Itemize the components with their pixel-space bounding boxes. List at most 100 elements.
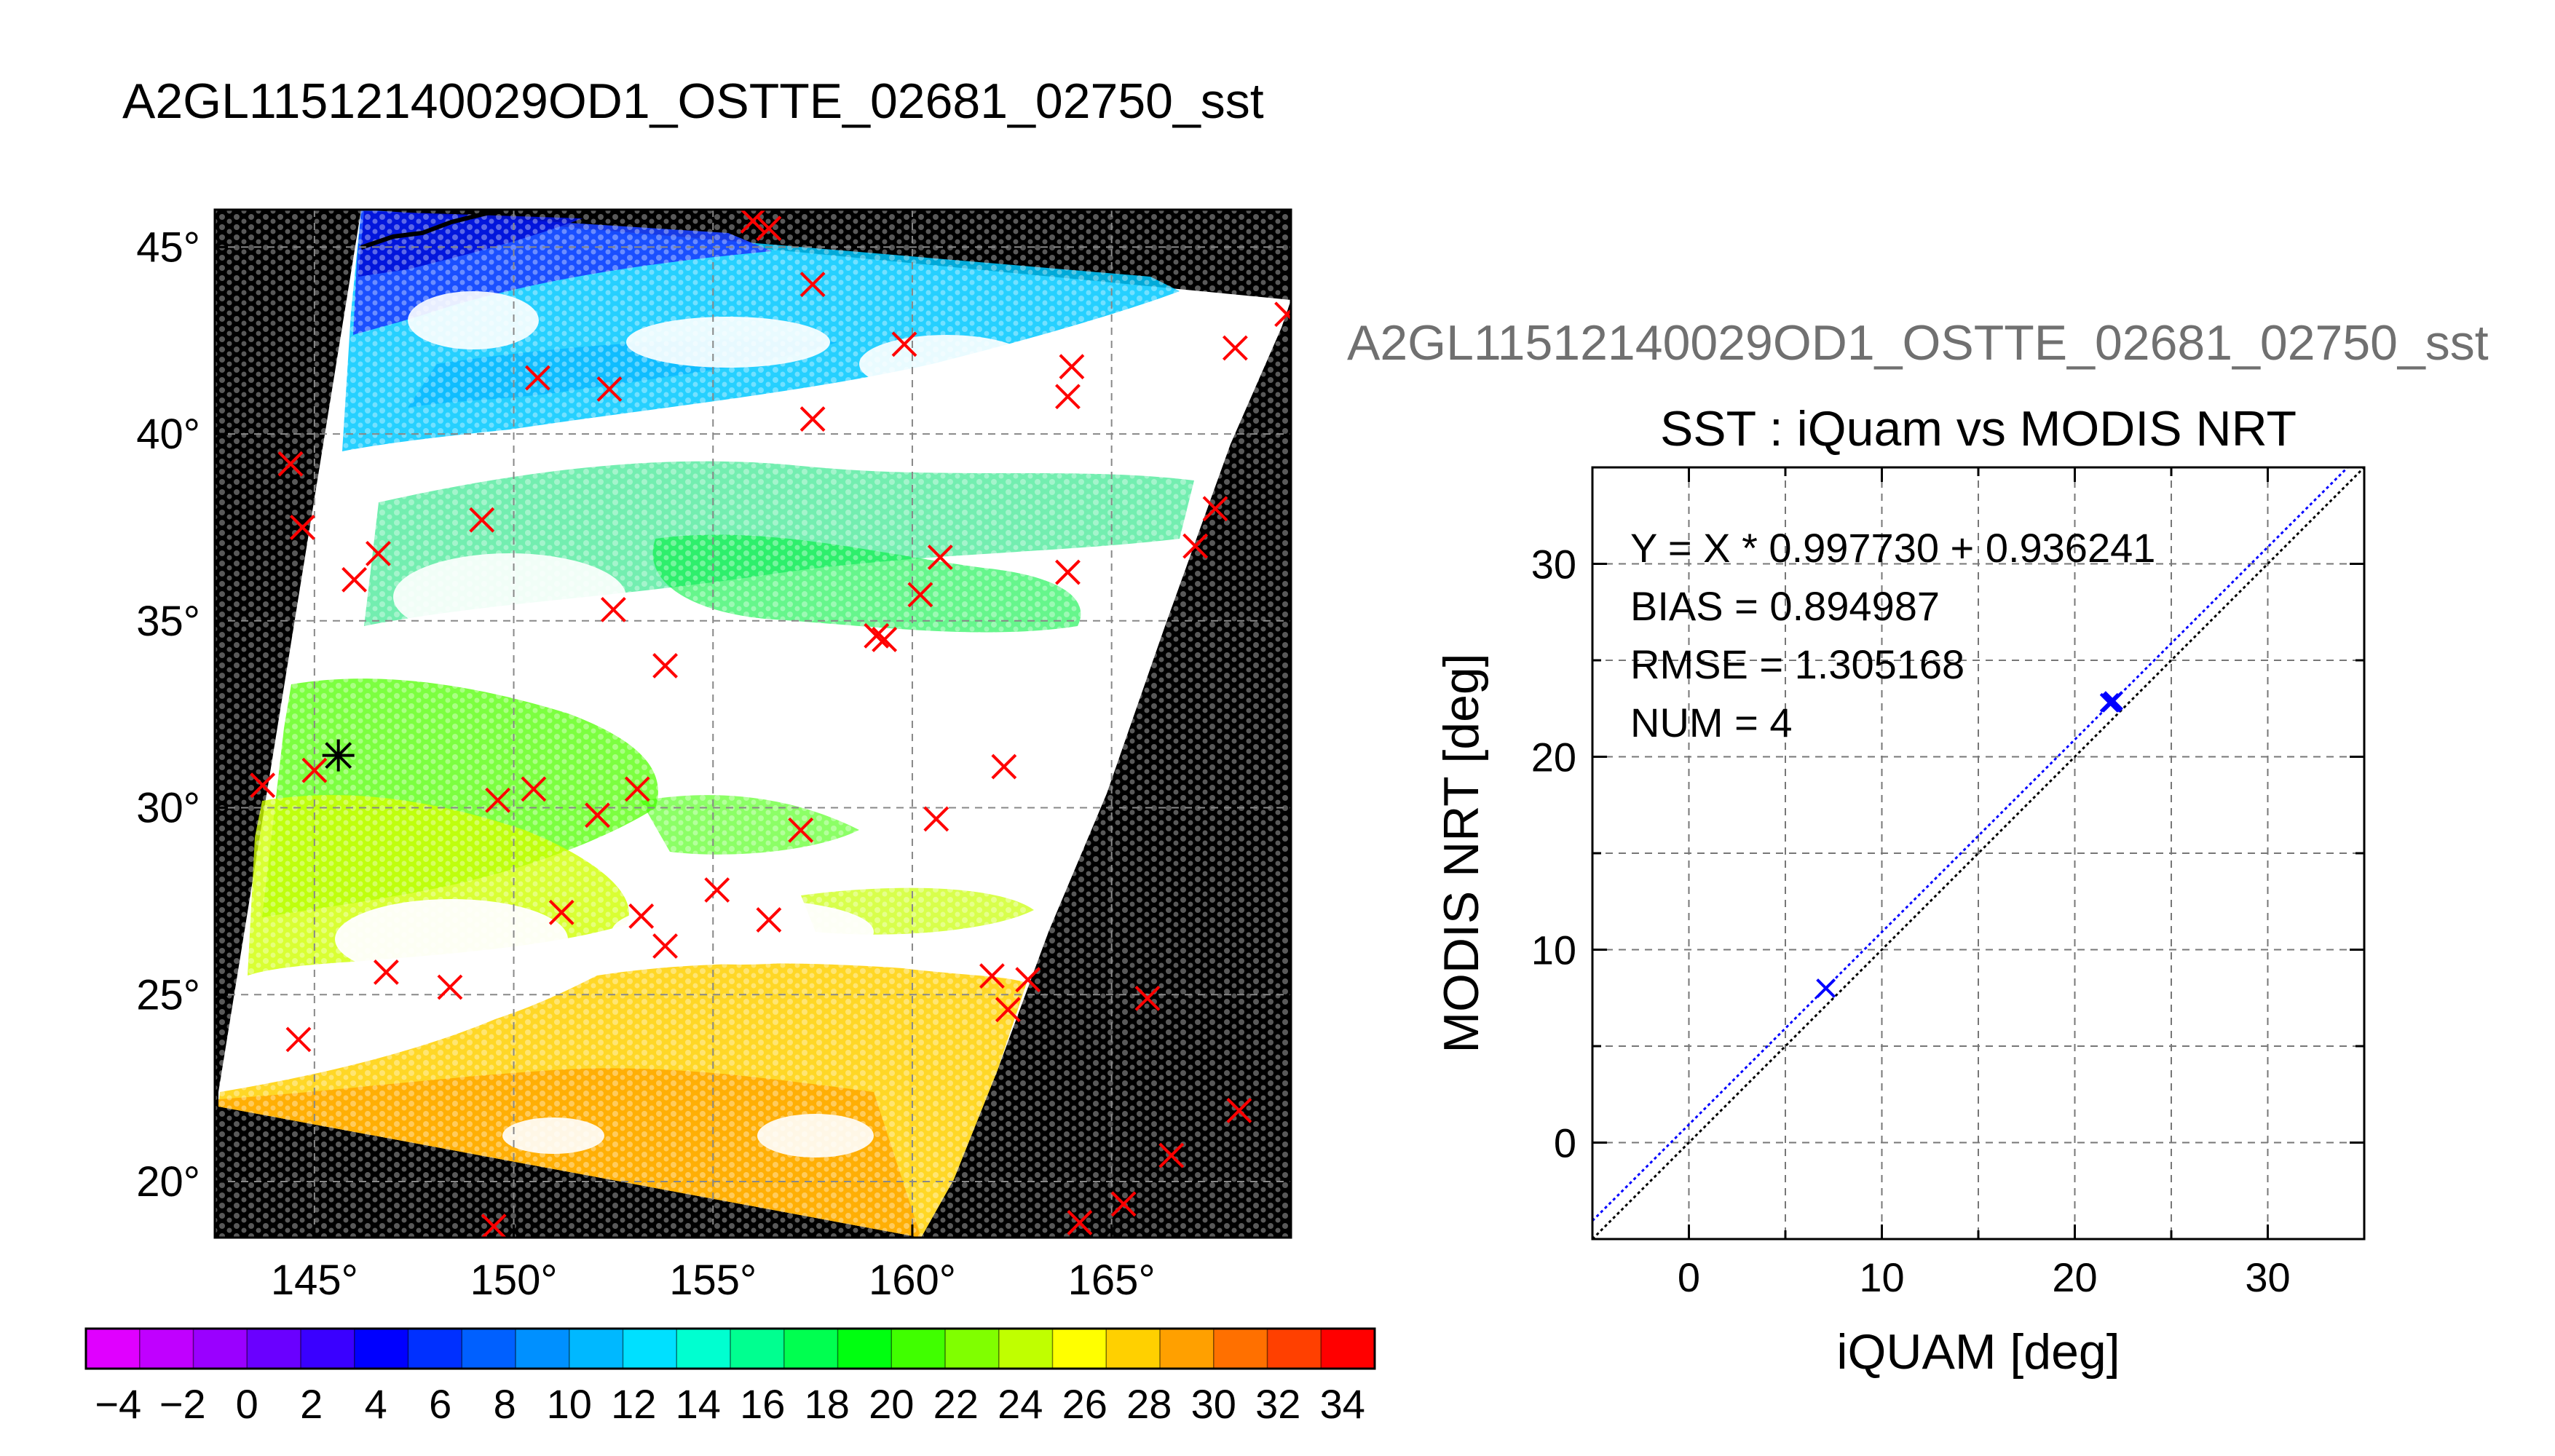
- map-marker-x: [799, 406, 826, 432]
- map-xtick-label: 160°: [869, 1257, 956, 1304]
- cloud-patch: [757, 1114, 874, 1158]
- colorbar-tick-label: −4: [95, 1381, 141, 1427]
- colorbar-tick-label: 28: [1126, 1381, 1172, 1427]
- map-marker-x-stroke: [1110, 1191, 1137, 1217]
- map-marker-x: [341, 566, 368, 593]
- scatter-xtick-label: 30: [2245, 1254, 2290, 1300]
- map-panel: 145° 150° 155° 160° 165° 20° 25° 30° 35° 40° 45°: [136, 208, 1292, 1304]
- map-marker-x-stroke: [285, 1026, 312, 1053]
- scatter-annotation: BIAS = 0.894987: [1630, 583, 1940, 629]
- colorbar-segment: [998, 1329, 1053, 1369]
- main-title: A2GL11512140029OD1_OSTTE_02681_02750_sst: [122, 74, 1264, 129]
- map-marker-x-stroke: [923, 806, 949, 832]
- map-marker-x: [991, 753, 1017, 780]
- map-marker-x: [1158, 1142, 1185, 1168]
- colorbar-tick-label: 8: [494, 1381, 516, 1427]
- colorbar-segment: [676, 1329, 731, 1369]
- colorbar-tick-label: 30: [1191, 1381, 1236, 1427]
- colorbar-segment: [139, 1329, 194, 1369]
- map-marker-x: [1226, 1098, 1252, 1123]
- map-marker-x: [1134, 985, 1161, 1011]
- colorbar-segment: [1160, 1329, 1215, 1369]
- map-marker-x: [1059, 354, 1085, 380]
- map-marker-x: [366, 540, 391, 566]
- map-marker-x: [524, 365, 550, 391]
- map-marker-x: [652, 933, 678, 959]
- map-marker-x-stroke: [799, 406, 826, 432]
- map-xtick-label: 150°: [470, 1257, 558, 1304]
- map-marker-x-stroke: [596, 376, 623, 402]
- map-marker-x-stroke: [740, 210, 766, 234]
- map-ytick-label: 30°: [136, 785, 200, 832]
- map-marker-x-stroke: [704, 877, 730, 903]
- scatter-point-stroke: [2104, 691, 2123, 711]
- map-marker-x-stroke: [1059, 354, 1085, 380]
- map-marker-x: [704, 877, 730, 903]
- colorbar-segment: [1106, 1329, 1161, 1369]
- map-marker-x-stroke: [799, 272, 826, 298]
- map-marker-x-stroke: [524, 365, 550, 391]
- scatter-annotations: Y = X * 0.997730 + 0.936241 BIAS = 0.8949…: [1630, 525, 2155, 745]
- colorbar-segment: [1213, 1329, 1268, 1369]
- map-xtick-label: 165°: [1068, 1257, 1156, 1304]
- scatter-xtick-label: 20: [2052, 1254, 2097, 1300]
- map-marker-x: [652, 653, 678, 678]
- map-marker-x-stroke: [1067, 1210, 1093, 1235]
- colorbar-frame: [84, 1327, 1376, 1370]
- cloud-patch: [408, 291, 539, 349]
- map-marker-x-stroke: [485, 787, 511, 813]
- colorbar-segment: [1052, 1329, 1107, 1369]
- map-marker-x: [596, 376, 623, 402]
- colorbar-segment: [516, 1329, 570, 1369]
- map-marker-x: [290, 515, 315, 540]
- map-marker-x: [756, 907, 782, 933]
- colorbar-tick-label: 4: [365, 1381, 387, 1427]
- cloud-patch: [335, 899, 568, 979]
- map-marker-x: [548, 899, 574, 925]
- colorbar-segment: [86, 1329, 141, 1369]
- map-marker-x-stroke: [600, 596, 626, 622]
- map-marker-x-stroke: [995, 997, 1021, 1023]
- map-marker-x: [1015, 967, 1041, 993]
- map-marker-x-stroke: [864, 622, 890, 649]
- map-marker-x-stroke: [872, 627, 898, 652]
- map-marker-x-stroke: [290, 515, 315, 540]
- map-marker-x-stroke: [756, 907, 782, 933]
- map-marker-x: [373, 960, 399, 985]
- colorbar-tick-label: 0: [236, 1381, 258, 1427]
- cloud-patch: [502, 1117, 604, 1154]
- map-marker-x: [437, 974, 463, 1000]
- scatter-ytick-label: 20: [1531, 735, 1576, 780]
- map-marker-x: [600, 596, 626, 622]
- colorbar-segment: [783, 1329, 838, 1369]
- map-marker-x: [923, 806, 949, 832]
- map-markers: [250, 210, 1291, 1238]
- colorbar-segment: [462, 1329, 516, 1369]
- map-marker-x-stroke: [652, 653, 678, 678]
- scatter-ytick-label: 30: [1531, 542, 1576, 587]
- colorbar-tick-label: 34: [1320, 1381, 1365, 1427]
- colorbar-segment: [569, 1329, 623, 1369]
- map-marker-x: [485, 787, 511, 813]
- map-marker-x: [864, 622, 890, 649]
- scatter-xtick-label: 0: [1678, 1254, 1700, 1300]
- map-marker-x-stroke: [991, 753, 1017, 780]
- map-marker-x: [1274, 301, 1291, 328]
- scatter-reference-lines: [1592, 467, 2364, 1239]
- colorbar-tick-label: 24: [998, 1381, 1043, 1427]
- map-marker-x: [995, 997, 1021, 1023]
- map-marker-x-stroke: [481, 1214, 507, 1238]
- colorbar-tick-label: 20: [869, 1381, 914, 1427]
- cloud-patch: [859, 335, 1034, 393]
- map-ytick-label: 35°: [136, 598, 200, 645]
- scatter-ytick-label: 0: [1554, 1120, 1576, 1166]
- map-axes: 145° 150° 155° 160° 165° 20° 25° 30° 35° 40° 45°: [136, 223, 1155, 1304]
- colorbar-segment: [1267, 1329, 1322, 1369]
- map-marker-x-stroke: [1274, 308, 1291, 328]
- map-marker-x: [521, 776, 547, 802]
- map-gridlines: [215, 210, 1291, 1238]
- map-marker-x-stroke: [1055, 559, 1081, 585]
- map-xtick-label: 155°: [669, 1257, 757, 1304]
- colorbar-tick-label: 18: [805, 1381, 850, 1427]
- map-marker-star: [322, 739, 355, 772]
